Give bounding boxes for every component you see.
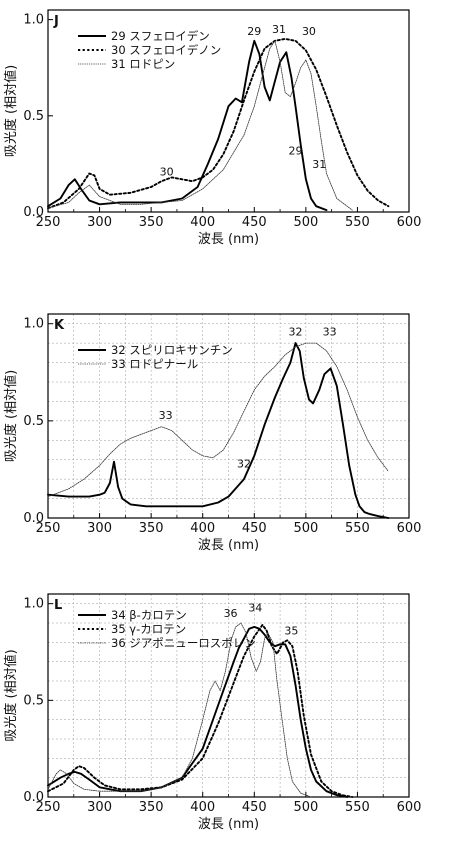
curve-annotation: 29 (289, 144, 303, 157)
series-line-1 (47, 39, 328, 212)
legend-label-2: 33 ロドピナール (111, 357, 198, 371)
x-tick-label: 550 (345, 521, 370, 536)
curve-annotation: 34 (248, 601, 262, 614)
legend-label-3: 31 ロドピン (111, 57, 175, 71)
x-tick-label: 300 (87, 521, 112, 536)
x-tick-label: 600 (397, 800, 422, 815)
legend-label-1: 34 β-カロテン (111, 608, 187, 622)
x-tick-label: 600 (397, 215, 422, 230)
x-tick-label: 450 (242, 800, 267, 815)
x-tick-label: 250 (36, 800, 61, 815)
y-axis-label: 吸光度 (相対値) (3, 649, 19, 741)
grid (48, 594, 409, 797)
curve-annotation: 33 (159, 409, 173, 422)
plot-frame (47, 9, 410, 213)
series-line-3 (47, 622, 312, 798)
x-tick-label: 350 (139, 521, 164, 536)
x-tick-label: 450 (242, 521, 267, 536)
curve-annotation: 36 (224, 607, 238, 620)
panel-label: J (53, 14, 59, 29)
chart-panel-l: 250 300 350 400 450 500 550 600 0.0 0.5 1.0 波長 (nm)… (3, 593, 422, 832)
chart-panel-k: 250 300 350 400 450 500 550 600 0.0 0.5 1.0 波長 (nm)… (3, 313, 422, 553)
y-axis-label: 吸光度 (相対値) (3, 370, 19, 462)
legend-label-1: 29 スフェロイデン (111, 29, 210, 43)
y-tick-label: 1.0 (23, 597, 44, 612)
series-line-1 (47, 342, 390, 519)
legend-label-2: 30 スフェロイデノン (111, 43, 221, 57)
y-tick-label: 0.0 (23, 205, 44, 220)
legend-label-3: 36 ジアポニューロスポレン (111, 636, 256, 650)
series-line-2 (47, 623, 354, 798)
curve-annotation: 29 (247, 25, 261, 38)
chart-panel-j: 250 300 350 400 450 500 550 600 0.0 0.5 1.0 波長 (nm)… (3, 9, 422, 247)
x-tick-label: 350 (139, 800, 164, 815)
x-tick-label: 500 (293, 800, 318, 815)
x-tick-label: 350 (139, 215, 164, 230)
curve-annotation: 31 (272, 23, 286, 36)
x-tick-label: 250 (36, 215, 61, 230)
curve-annotation: 32 (237, 457, 251, 470)
curve-annotation: 32 (289, 325, 303, 338)
x-tick-label: 450 (242, 215, 267, 230)
y-tick-label: 0.5 (23, 109, 44, 124)
y-tick-label: 0.5 (23, 414, 44, 429)
panel-label: L (54, 598, 62, 613)
y-tick-label: 1.0 (23, 317, 44, 332)
panel-label: K (54, 318, 65, 333)
x-tick-label: 300 (87, 215, 112, 230)
curve-annotation: 35 (284, 625, 298, 638)
y-tick-label: 0.0 (23, 511, 44, 526)
x-tick-label: 400 (190, 215, 215, 230)
x-tick-label: 400 (190, 800, 215, 815)
series-line-1 (47, 625, 349, 798)
x-tick-label: 400 (190, 521, 215, 536)
legend-label-1: 32 スピリロキサンチン (111, 343, 233, 357)
x-tick-label: 500 (293, 215, 318, 230)
x-axis-label: 波長 (nm) (198, 232, 259, 247)
y-tick-label: 0.5 (23, 693, 44, 708)
legend-label-2: 35 γ-カロテン (111, 622, 186, 636)
y-tick-label: 1.0 (23, 13, 44, 28)
curve-annotation: 30 (160, 165, 174, 178)
series-line-3 (47, 40, 353, 211)
y-axis-label: 吸光度 (相対値) (3, 65, 19, 157)
curve-annotation: 30 (302, 25, 316, 38)
grid (48, 314, 409, 518)
x-tick-label: 550 (345, 800, 370, 815)
x-axis-label: 波長 (nm) (198, 538, 259, 553)
x-axis-label: 波長 (nm) (198, 817, 259, 832)
y-tick-label: 0.0 (23, 790, 44, 805)
series-line-2 (47, 342, 389, 498)
curve-annotation: 33 (323, 325, 337, 338)
x-tick-label: 300 (87, 800, 112, 815)
x-tick-label: 550 (345, 215, 370, 230)
series-line-2 (47, 37, 390, 210)
x-tick-label: 250 (36, 521, 61, 536)
x-tick-label: 500 (293, 521, 318, 536)
x-tick-label: 600 (397, 521, 422, 536)
curve-annotation: 31 (312, 158, 326, 171)
